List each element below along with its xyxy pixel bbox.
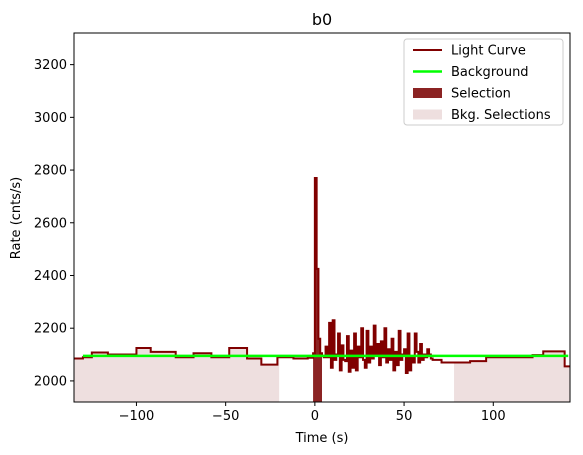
- legend-swatch-patch: [413, 109, 442, 120]
- legend-label: Light Curve: [451, 44, 526, 59]
- legend: Light Curve Background Selection Bkg. Selec…: [403, 38, 564, 126]
- y-tick-label: 2800: [34, 164, 67, 179]
- y-tick-label: 3200: [34, 58, 67, 73]
- legend-label: Selection: [451, 87, 511, 102]
- y-axis-label: Rate (cnts/s): [9, 177, 24, 260]
- x-tick-label: −100: [119, 409, 155, 424]
- y-tick-label: 2000: [34, 374, 67, 389]
- x-axis-label: Time (s): [295, 431, 349, 446]
- x-tick-label: 50: [396, 409, 413, 424]
- legend-label: Bkg. Selections: [451, 108, 551, 123]
- axes: −100 −50 0 50 100 2000 2200 2400 2600 2800 3000 320…: [34, 32, 571, 424]
- x-tick-label: 100: [481, 409, 506, 424]
- y-tick-label: 2600: [34, 216, 67, 231]
- legend-box: [403, 38, 564, 126]
- x-tick-label: −50: [212, 409, 239, 424]
- y-tick-label: 2200: [34, 322, 67, 337]
- bkg-selection-region-1: [74, 347, 280, 402]
- y-tick-label: 2400: [34, 269, 67, 284]
- plot-frame: [73, 32, 571, 403]
- plot-area: [74, 176, 570, 402]
- x-tick-label: 0: [311, 409, 319, 424]
- y-tick-label: 3000: [34, 111, 67, 126]
- bkg-selection-region-2: [454, 351, 570, 402]
- legend-swatch-patch: [413, 88, 442, 98]
- chart-title: b0: [312, 10, 332, 29]
- light-curve-line: [74, 176, 570, 375]
- legend-label: Background: [451, 65, 529, 80]
